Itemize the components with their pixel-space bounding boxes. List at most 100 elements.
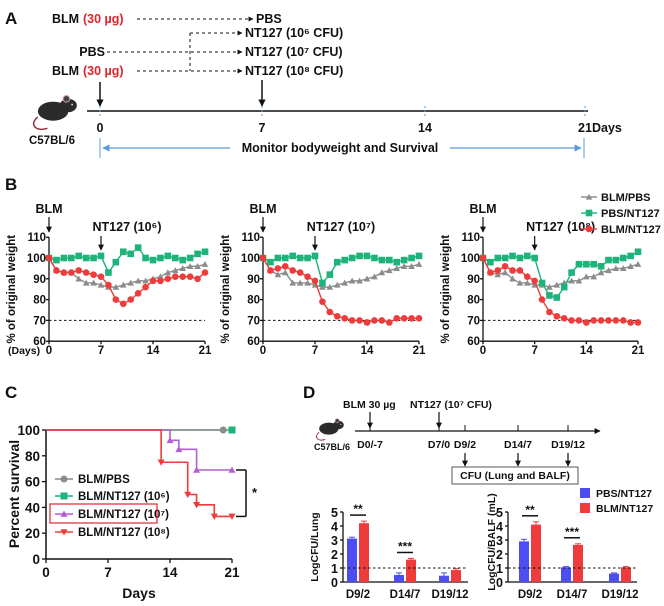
- timeline-tick-label: 0: [97, 121, 104, 135]
- x-tick-label: 21: [632, 345, 645, 357]
- data-point: [82, 279, 90, 286]
- data-point: [634, 248, 642, 256]
- nt127-annotation: NT127 (10⁷ CFU): [410, 399, 492, 411]
- data-point: [356, 277, 363, 284]
- data-point: [619, 254, 627, 262]
- data-point: [546, 308, 553, 316]
- data-point: [619, 317, 627, 324]
- series-line: [48, 257, 206, 288]
- data-point: [560, 283, 568, 291]
- data-point: [531, 254, 538, 262]
- blm-label-2: BLM: [52, 64, 79, 78]
- y-tick-label: 90: [247, 274, 260, 286]
- survival-line: [46, 429, 232, 471]
- x-tick-label: 0: [46, 345, 52, 357]
- data-point: [166, 436, 174, 444]
- y-tick-label: 80: [25, 449, 40, 464]
- data-point: [385, 256, 393, 264]
- data-point: [134, 244, 142, 251]
- y-axis-label: LogCFU/BALF (mL): [486, 493, 498, 590]
- data-point: [289, 279, 297, 286]
- data-point: [553, 281, 561, 288]
- data-point: [627, 252, 634, 260]
- y-tick-label: 60: [467, 336, 480, 348]
- data-point: [568, 317, 575, 324]
- panel-label-b: B: [5, 175, 17, 194]
- series-pbs-nt127: [45, 244, 209, 276]
- data-point: [400, 256, 408, 264]
- panel-label-a: A: [5, 9, 17, 28]
- data-point: [487, 258, 494, 266]
- mouse-head: [333, 420, 344, 430]
- data-point: [523, 279, 531, 286]
- y-tick-label: 1: [496, 562, 503, 576]
- y-tick-label: 100: [461, 253, 480, 265]
- data-point: [363, 252, 371, 260]
- bar: [561, 567, 571, 582]
- data-point: [274, 265, 282, 272]
- bar: [451, 570, 461, 582]
- data-point: [575, 317, 583, 324]
- x-tick-label: D14/7: [390, 589, 421, 601]
- data-point: [90, 254, 97, 262]
- data-point: [157, 273, 164, 280]
- data-point: [112, 258, 120, 266]
- data-point: [590, 317, 598, 324]
- data-point: [194, 275, 201, 283]
- series-line: [482, 257, 638, 324]
- legend-item: BLM/PBS: [55, 474, 130, 486]
- data-point: [546, 283, 553, 290]
- legend-marker: [585, 209, 593, 217]
- significance-label: ***: [565, 525, 579, 539]
- x-tick-label: D19/12: [431, 589, 468, 601]
- data-point: [531, 277, 538, 285]
- panel-label-c: C: [5, 383, 17, 402]
- data-point: [194, 263, 201, 269]
- data-point: [501, 254, 509, 262]
- data-point: [553, 312, 561, 320]
- dose-label: (30 µg): [83, 12, 124, 26]
- data-point: [333, 312, 341, 320]
- legend-label: BLM/NT127 (10⁸): [78, 527, 170, 539]
- data-point: [127, 296, 135, 303]
- timeline-tick-label: 21: [578, 121, 592, 135]
- y-tick-label: 80: [33, 295, 46, 307]
- data-point: [583, 319, 590, 326]
- y-tick-label: 80: [467, 295, 480, 307]
- nt127-dose-label: NT127 (10⁸ CFU): [245, 64, 343, 78]
- legend-marker: [60, 510, 68, 517]
- data-point: [356, 252, 363, 260]
- y-tick-label: 3: [331, 534, 338, 548]
- data-point: [400, 315, 408, 322]
- blm-annotation: BLM: [35, 202, 62, 216]
- data-point: [400, 263, 408, 269]
- data-point: [516, 279, 524, 286]
- data-point: [210, 513, 218, 520]
- series-line: [482, 251, 639, 299]
- data-point: [627, 263, 634, 269]
- timeline-tick-label: 14: [418, 121, 432, 135]
- y-tick-label: 1: [331, 562, 338, 576]
- y-tick-label: 0: [32, 552, 40, 567]
- y-tick-label: 2: [496, 548, 503, 562]
- data-point: [112, 296, 120, 303]
- timepoint-label: D0/-7: [357, 439, 383, 451]
- legend-item: BLM/NT127 (10⁷): [55, 509, 169, 521]
- data-point: [304, 279, 311, 286]
- data-point: [634, 260, 642, 267]
- data-point: [75, 275, 83, 282]
- timepoint-label: D19/12: [551, 439, 585, 451]
- y-tick-label: 4: [496, 520, 503, 534]
- bar: [573, 544, 583, 582]
- data-point: [53, 256, 60, 264]
- data-point: [296, 254, 304, 262]
- data-point: [590, 260, 598, 268]
- data-point: [597, 317, 605, 324]
- blm-annotation: BLM 30 µg: [343, 399, 396, 411]
- data-point: [378, 317, 386, 324]
- data-point: [90, 279, 97, 286]
- x-tick-label: 21: [199, 345, 212, 357]
- x-tick-label: D9/2: [346, 589, 370, 601]
